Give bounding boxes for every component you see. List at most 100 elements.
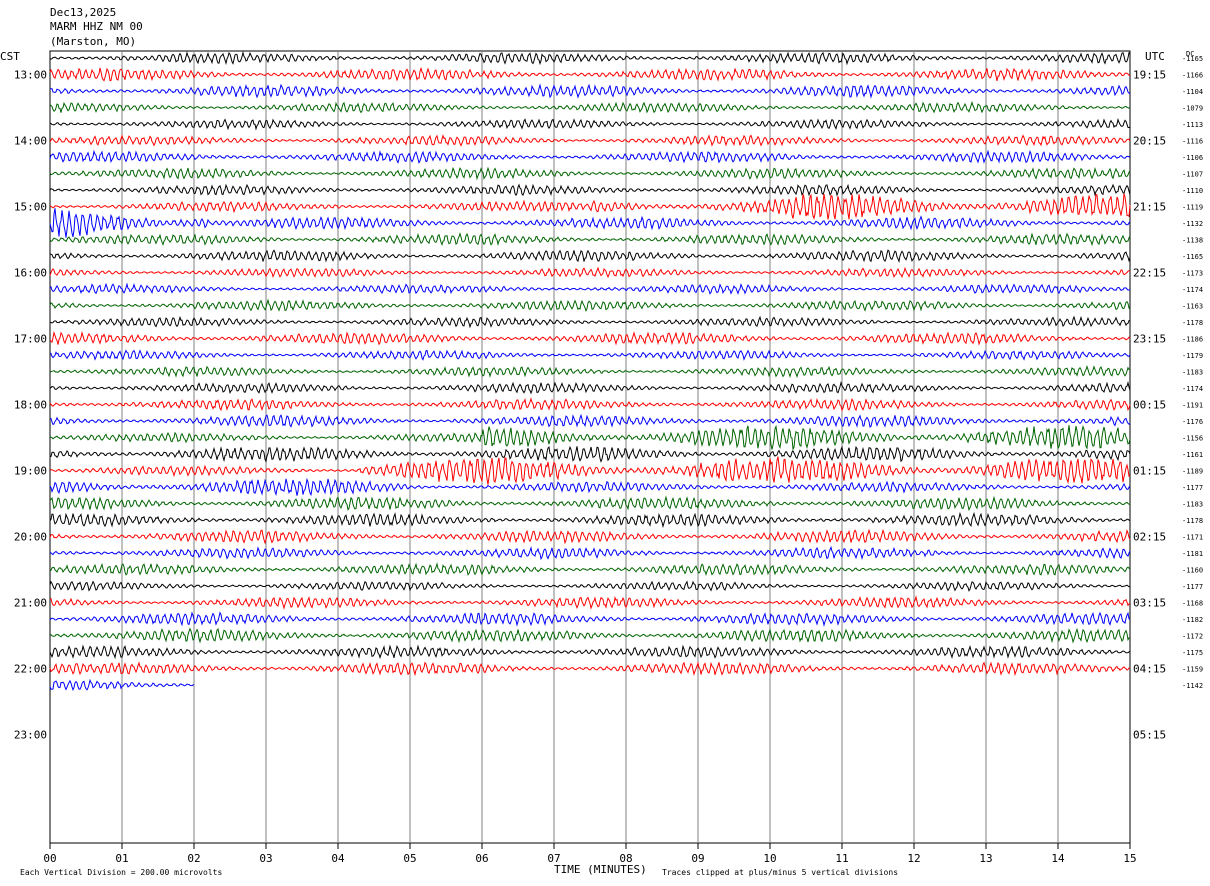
dc-offset-labels: -1165 -1166 -1104 -1079 -1113 -1116 -1106 -1107… <box>1182 55 1203 690</box>
dc-offset-label: -1142 <box>1182 682 1203 690</box>
dc-offset-label: -1183 <box>1182 501 1203 509</box>
footer-scale-note: Each Vertical Division = 200.00 microvol… <box>20 868 222 877</box>
right-axis-label-utc: UTC <box>1145 50 1165 63</box>
dc-offset-label: -1156 <box>1182 435 1203 443</box>
dc-offset-label: -1079 <box>1182 105 1203 113</box>
dc-offset-label: -1172 <box>1182 633 1203 641</box>
cst-hour-label: 21:00 <box>14 597 47 610</box>
trace-line-20 <box>49 364 1131 379</box>
dc-offset-label: -1174 <box>1182 286 1203 294</box>
seismic-traces <box>49 50 1131 692</box>
x-tick-label: 00 <box>43 852 56 865</box>
cst-hour-label: 13:00 <box>14 69 47 82</box>
cst-hour-label: 16:00 <box>14 267 47 280</box>
cst-hour-label: 20:00 <box>14 531 47 544</box>
dc-offset-label: -1178 <box>1182 517 1203 525</box>
station-code: MARM HHZ NM 00 <box>50 20 143 33</box>
cst-hour-label: 17:00 <box>14 333 47 346</box>
x-tick-label: 11 <box>835 852 848 865</box>
utc-hour-label: 01:15 <box>1133 465 1166 478</box>
utc-hour-label: 02:15 <box>1133 531 1166 544</box>
trace-line-22 <box>49 397 1131 412</box>
trace-line-36 <box>49 627 1131 644</box>
trace-line-26 <box>49 456 1131 485</box>
trace-line-13 <box>49 249 1131 264</box>
cst-hour-label: 14:00 <box>14 135 47 148</box>
plot-date: Dec13,2025 <box>50 6 116 19</box>
dc-offset-label: -1183 <box>1182 369 1203 377</box>
dc-offset-label: -1116 <box>1182 138 1203 146</box>
trace-line-21 <box>49 380 1131 395</box>
dc-offset-label: -1107 <box>1182 171 1203 179</box>
trace-line-28 <box>49 495 1131 512</box>
dc-offset-label: -1191 <box>1182 402 1203 410</box>
dc-offset-label: -1174 <box>1182 385 1203 393</box>
trace-line-38 <box>49 661 1131 677</box>
dc-offset-label: -1110 <box>1182 187 1203 195</box>
x-axis-title: TIME (MINUTES) <box>554 863 647 876</box>
x-tick-label: 14 <box>1051 852 1065 865</box>
dc-offset-label: -1163 <box>1182 303 1203 311</box>
trace-line-25 <box>49 445 1131 463</box>
x-tick-label: 04 <box>331 852 345 865</box>
trace-line-8 <box>49 166 1131 181</box>
dc-offset-label: -1166 <box>1182 72 1203 80</box>
trace-line-4 <box>49 100 1131 114</box>
trace-line-16 <box>49 298 1131 313</box>
x-tick-label: 15 <box>1123 852 1136 865</box>
x-tick-label: 02 <box>187 852 200 865</box>
trace-line-18 <box>49 330 1131 346</box>
dc-offset-label: -1182 <box>1182 616 1203 624</box>
utc-hour-label: 04:15 <box>1133 663 1166 676</box>
trace-line-1 <box>49 50 1131 66</box>
trace-line-5 <box>49 117 1131 131</box>
utc-hour-label: 03:15 <box>1133 597 1166 610</box>
dc-offset-label: -1104 <box>1182 88 1203 96</box>
utc-hour-label: 23:15 <box>1133 333 1166 346</box>
dc-offset-label: -1175 <box>1182 649 1203 657</box>
dc-offset-label: -1177 <box>1182 484 1203 492</box>
cst-hour-label: 19:00 <box>14 465 47 478</box>
dc-column-label: DC <box>1186 50 1194 58</box>
trace-line-23 <box>49 413 1131 428</box>
dc-offset-label: -1132 <box>1182 220 1203 228</box>
dc-offset-label: -1160 <box>1182 567 1203 575</box>
cst-hour-label: 18:00 <box>14 399 47 412</box>
dc-offset-label: -1173 <box>1182 270 1203 278</box>
dc-offset-label: -1179 <box>1182 352 1203 360</box>
x-tick-label: 12 <box>907 852 920 865</box>
trace-line-31 <box>49 545 1131 561</box>
trace-line-10 <box>49 193 1131 220</box>
dc-offset-label: -1171 <box>1182 534 1203 542</box>
x-tick-label: 08 <box>619 852 632 865</box>
minute-gridlines <box>121 51 1059 843</box>
left-hour-labels: 13:00 14:00 15:00 16:00 17:00 18:00 19:00 20:00… <box>14 69 47 742</box>
dc-offset-label: -1177 <box>1182 583 1203 591</box>
right-hour-labels: 19:15 20:15 21:15 22:15 23:15 00:15 01:15 02:15… <box>1133 69 1166 742</box>
trace-line-39 <box>49 678 195 692</box>
trace-line-24 <box>49 424 1131 451</box>
cst-hour-label: 23:00 <box>14 729 47 742</box>
x-axis-ticks: 00 01 02 03 04 05 06 07 08 09 10 11 12 13 14 15 <box>43 843 1137 865</box>
cst-hour-label: 22:00 <box>14 663 47 676</box>
dc-offset-label: -1181 <box>1182 550 1203 558</box>
trace-line-6 <box>49 134 1131 147</box>
left-axis-label-cst: CST <box>0 50 20 63</box>
trace-line-27 <box>49 477 1131 497</box>
trace-line-29 <box>49 511 1131 529</box>
trace-line-11 <box>49 208 1131 238</box>
dc-offset-label: -1189 <box>1182 468 1203 476</box>
station-location: (Marston, MO) <box>50 35 136 48</box>
x-tick-label: 03 <box>259 852 272 865</box>
footer-clip-note: Traces clipped at plus/minus 5 vertical … <box>662 868 898 877</box>
trace-line-32 <box>49 562 1131 577</box>
trace-line-3 <box>49 83 1131 99</box>
dc-offset-label: -1159 <box>1182 666 1203 674</box>
utc-hour-label: 05:15 <box>1133 729 1166 742</box>
dc-offset-label: -1161 <box>1182 451 1203 459</box>
dc-offset-label: -1165 <box>1182 55 1203 63</box>
dc-offset-label: -1138 <box>1182 237 1203 245</box>
dc-offset-label: -1176 <box>1182 418 1203 426</box>
trace-line-33 <box>49 580 1131 592</box>
trace-line-35 <box>49 611 1131 628</box>
